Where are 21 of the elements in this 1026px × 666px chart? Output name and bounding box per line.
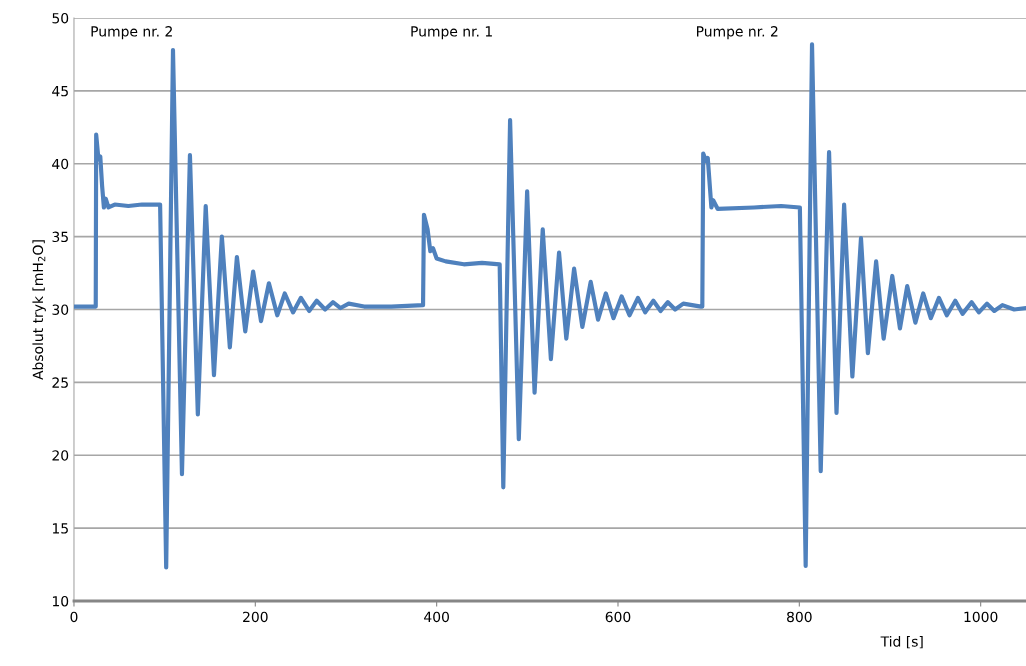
line-series (73, 42, 1026, 570)
x-tick-label: 600 (605, 611, 631, 623)
y-tick-label: 30 (52, 304, 69, 315)
y-axis-title: Absolut tryk [mH$_{2}$O] (32, 240, 46, 380)
y-tick-label: 45 (52, 86, 68, 97)
x-tick-label: 0 (70, 611, 78, 623)
y-tick-label: 10 (52, 595, 69, 607)
y-tick-label: 35 (52, 231, 68, 243)
annotation: Pumpe nr. 2 (91, 26, 172, 40)
x-tick-label: 800 (787, 611, 812, 623)
x-tick-label: 400 (424, 611, 449, 623)
y-tick-label: 15 (52, 523, 68, 534)
y-tick-label: 40 (52, 158, 69, 170)
x-axis-title: Tid [s] (880, 635, 923, 649)
annotation: Pumpe nr. 1 (411, 26, 492, 40)
x-tick-label: 200 (243, 611, 268, 623)
y-tick-label: 20 (52, 450, 69, 461)
y-tick-label: 25 (52, 377, 68, 388)
y-tick-label: 50 (52, 12, 69, 24)
annotation: Pumpe nr. 2 (697, 26, 778, 40)
x-tick-label: 1000 (964, 611, 998, 623)
